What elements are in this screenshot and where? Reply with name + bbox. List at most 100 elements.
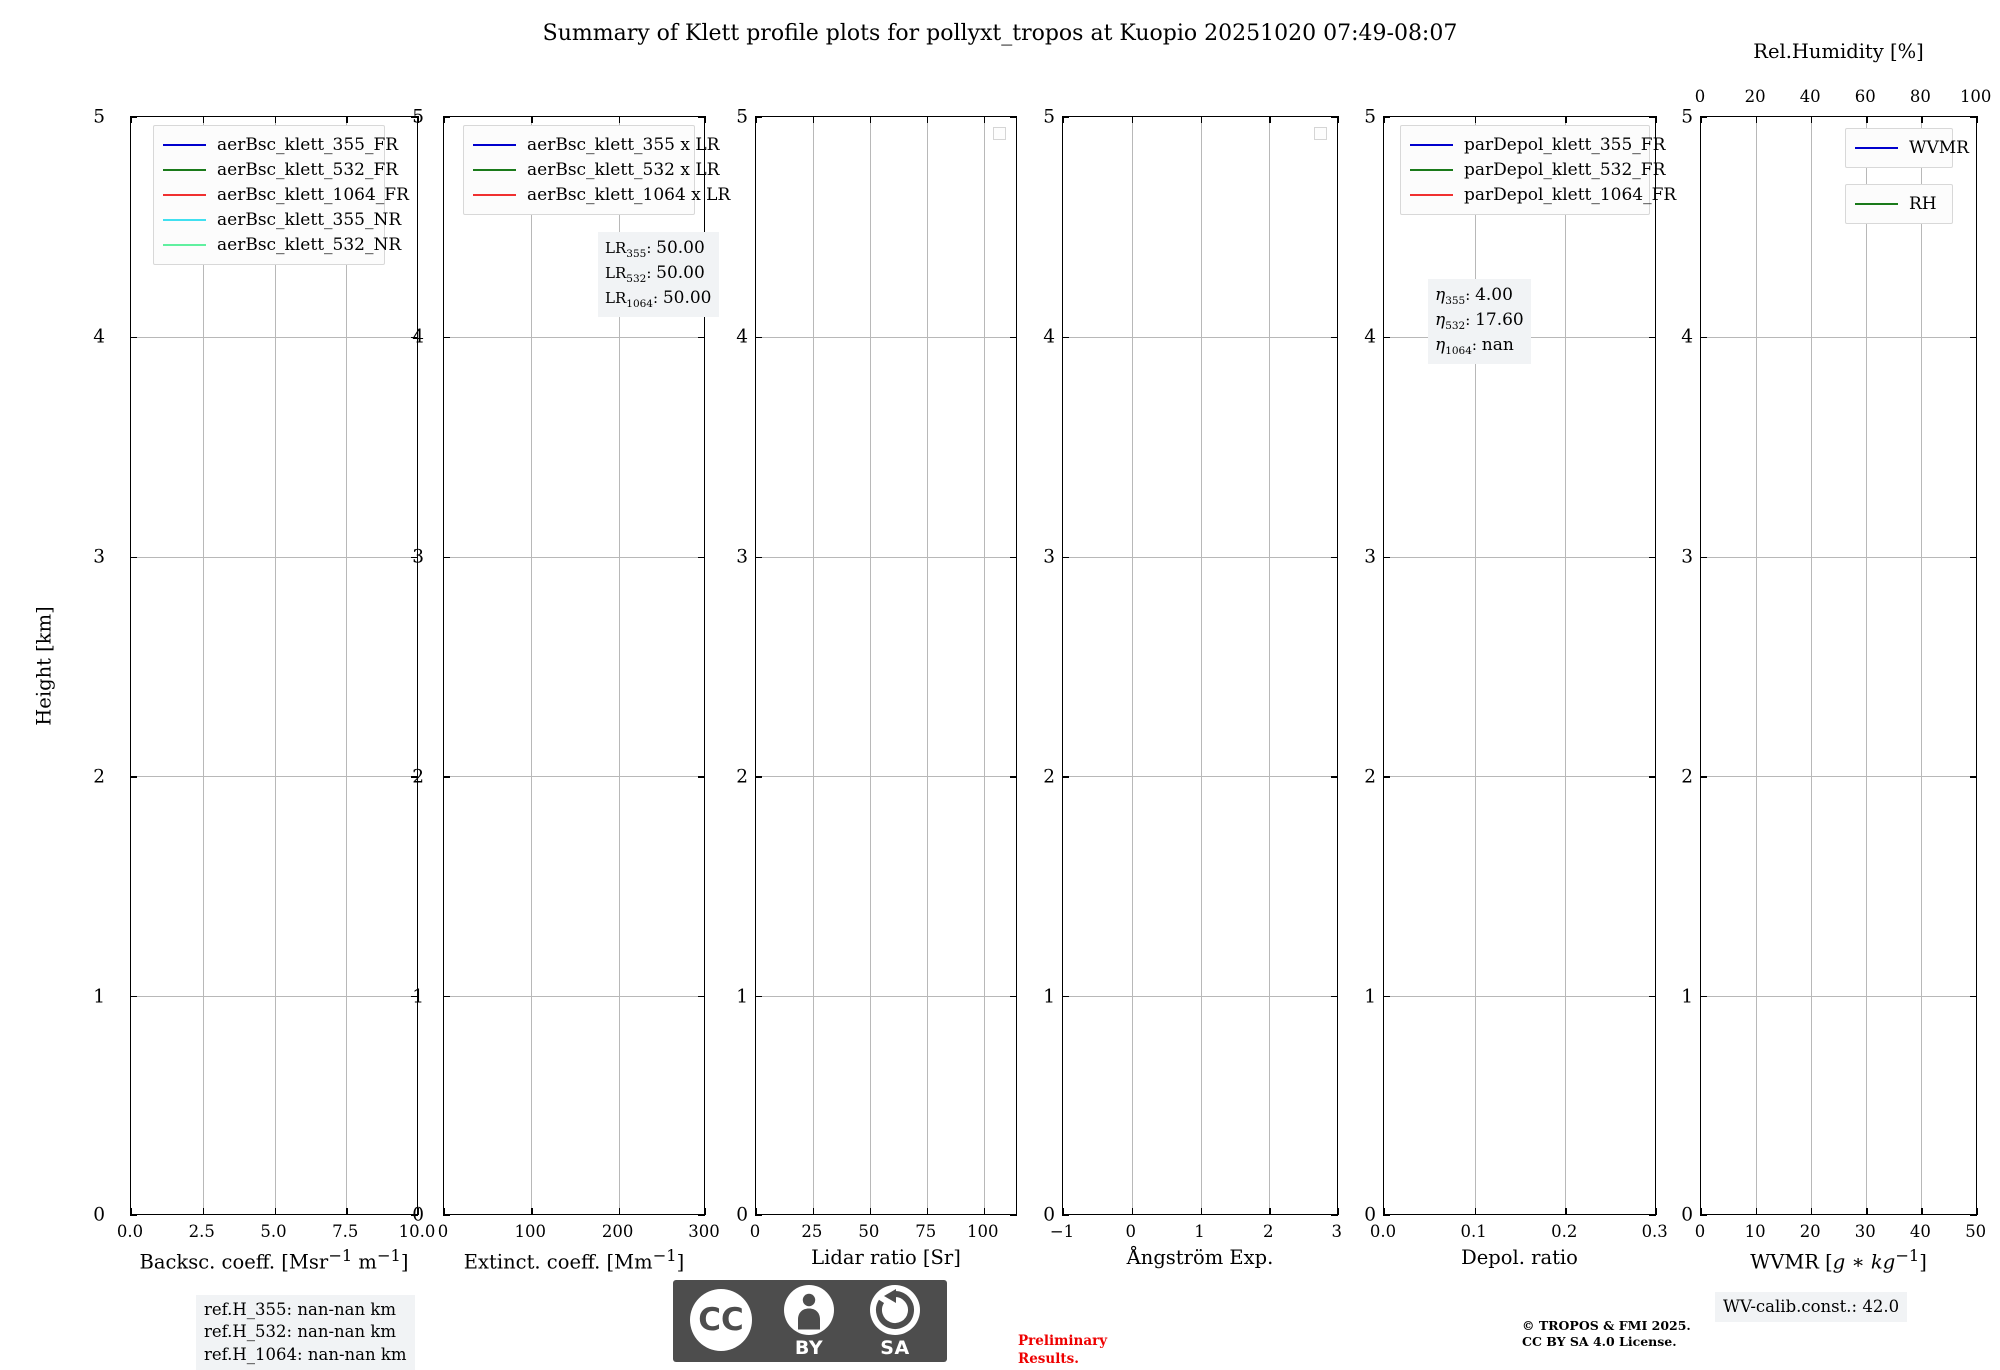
panel-backscatter-coefficient	[130, 116, 419, 1216]
legend-item[interactable]: aerBsc_klett_532_FR	[163, 157, 398, 182]
y-tick-label: 3	[93, 546, 105, 568]
legend-label: aerBsc_klett_355 x LR	[527, 134, 720, 155]
x-tick-label: 0.0	[116, 1222, 144, 1241]
x-tick-label: 100	[967, 1222, 999, 1241]
legend-item[interactable]: WVMR	[1855, 135, 1969, 160]
annotation-value: 50.00	[662, 287, 712, 308]
y-tick-label: 5	[1681, 106, 1693, 128]
legend-item[interactable]: aerBsc_klett_1064 x LR	[473, 182, 730, 207]
copyright-notice: © TROPOS & FMI 2025. CC BY SA 4.0 Licens…	[1522, 1318, 1691, 1349]
x-tick-label: 10.0	[398, 1222, 436, 1241]
legend-label: aerBsc_klett_532_NR	[217, 234, 402, 255]
line-swatch-icon	[163, 168, 206, 171]
x-tick-label: 5.0	[260, 1222, 287, 1241]
y-tick-label: 4	[736, 326, 748, 348]
top-x-tick-label: 60	[1854, 87, 1876, 106]
y-tick-label: 3	[1364, 546, 1376, 568]
cc-sa-cell: SA	[855, 1280, 935, 1362]
legend-wvmr[interactable]: WVMR	[1845, 128, 1969, 168]
annotation-subscript: 1064	[626, 297, 653, 310]
annotation-subscript: 355	[626, 248, 647, 260]
legend-empty-box[interactable]	[993, 127, 1006, 140]
y-tick-label: 0	[1043, 1204, 1055, 1226]
legend-item[interactable]: aerBsc_klett_355_FR	[163, 132, 398, 157]
legend-label: aerBsc_klett_532 x LR	[527, 159, 720, 180]
top-x-tick-label: 0	[1694, 87, 1706, 106]
x-axis-label-extinction: Extinct. coeff. [Mm−1]	[463, 1246, 685, 1274]
x-tick-label: 10	[1744, 1222, 1766, 1241]
legend-label: aerBsc_klett_532_FR	[217, 159, 399, 180]
annotation-line: LR355: 50.00	[605, 238, 705, 260]
legend-depolarization[interactable]: parDepol_klett_355_FR parDepol_klett_532…	[1400, 125, 1676, 215]
line-swatch-icon	[1410, 143, 1453, 146]
wv-calibration-constant-box: WV-calib.const.: 42.0	[1715, 1292, 1908, 1323]
line-swatch-icon	[473, 168, 516, 171]
legend-relative-humidity[interactable]: RH	[1845, 184, 1953, 224]
legend-extinction[interactable]: aerBsc_klett_355 x LR aerBsc_klett_532 x…	[463, 125, 730, 215]
x-tick-label: 75	[915, 1222, 937, 1241]
legend-label: aerBsc_klett_1064_FR	[217, 184, 409, 205]
top-x-axis-label-humidity: Rel.Humidity [%]	[1753, 40, 1924, 63]
y-tick-label: 5	[736, 106, 748, 128]
y-tick-label: 5	[1043, 106, 1055, 128]
line-swatch-icon	[1855, 202, 1898, 205]
annotation-line: η1064: nan	[1435, 334, 1514, 357]
y-tick-label: 4	[412, 326, 424, 348]
y-tick-label: 3	[736, 546, 748, 568]
plot-area-wvmr	[1701, 117, 1976, 1214]
y-tick-label: 2	[93, 766, 105, 788]
y-tick-label: 1	[1043, 986, 1055, 1007]
share-alike-icon	[870, 1285, 920, 1335]
x-tick-label: 0.2	[1551, 1222, 1578, 1241]
x-tick-label: 40	[1909, 1222, 1931, 1241]
y-tick-label: 4	[93, 326, 105, 348]
legend-item[interactable]: aerBsc_klett_532 x LR	[473, 157, 719, 182]
x-tick-label: −1	[1049, 1222, 1075, 1241]
annotation-label: LR	[605, 288, 627, 307]
x-tick-label: 2	[1263, 1222, 1274, 1241]
legend-item[interactable]: aerBsc_klett_355 x LR	[473, 132, 719, 157]
x-tick-label: 50	[858, 1222, 880, 1241]
annotation-line: LR1064: 50.00	[605, 287, 712, 310]
y-tick-label: 3	[1043, 546, 1055, 568]
line-swatch-icon	[1410, 168, 1453, 171]
y-tick-label: 1	[736, 986, 748, 1007]
y-tick-label: 5	[93, 106, 105, 128]
annotation-line: LR532: 50.00	[605, 262, 705, 285]
panel-angstrom-exponent	[1062, 116, 1339, 1216]
eta-annotation-box: η355: 4.00 η532: 17.60 η1064: nan	[1428, 279, 1531, 364]
top-x-tick-label: 20	[1744, 87, 1766, 106]
legend-item[interactable]: parDepol_klett_532_FR	[1410, 157, 1665, 182]
x-tick-label: 200	[601, 1222, 634, 1241]
annotation-subscript: 532	[1445, 319, 1466, 332]
x-tick-label: 25	[801, 1222, 823, 1241]
legend-label: WVMR	[1909, 137, 1969, 158]
y-tick-label: 0	[1364, 1204, 1376, 1226]
legend-item[interactable]: parDepol_klett_355_FR	[1410, 132, 1665, 157]
y-tick-label: 3	[1681, 546, 1693, 568]
creative-commons-badge[interactable]: CC BY SA	[673, 1280, 947, 1362]
x-tick-label: 3	[1331, 1222, 1342, 1241]
legend-item[interactable]: aerBsc_klett_1064_FR	[163, 182, 409, 207]
page-title: Summary of Klett profile plots for polly…	[542, 21, 1458, 46]
panel-lidar-ratio	[755, 116, 1017, 1216]
x-tick-label: 0.3	[1641, 1222, 1668, 1241]
top-x-tick-label: 100	[1959, 87, 1992, 106]
legend-backscatter[interactable]: aerBsc_klett_355_FR aerBsc_klett_532_FR …	[153, 125, 409, 265]
legend-item[interactable]: aerBsc_klett_532_NR	[163, 232, 401, 257]
annotation-value: 50.00	[656, 262, 705, 283]
annotation-value: 50.00	[656, 238, 705, 258]
cc-glyph-text: CC	[698, 1302, 744, 1338]
y-tick-label: 1	[1681, 986, 1693, 1007]
x-axis-label-backscatter: Backsc. coeff. [Msr−1 m−1]	[139, 1246, 409, 1274]
x-tick-label: 100	[514, 1222, 547, 1241]
legend-item[interactable]: RH	[1855, 191, 1943, 216]
x-axis-label-lidar-ratio: Lidar ratio [Sr]	[811, 1246, 961, 1269]
annotation-line: η355: 4.00	[1435, 285, 1513, 307]
cc-by-caption: BY	[794, 1337, 824, 1359]
legend-item[interactable]: parDepol_klett_1064_FR	[1410, 182, 1676, 207]
legend-empty-box[interactable]	[1314, 127, 1327, 140]
legend-item[interactable]: aerBsc_klett_355_NR	[163, 207, 401, 232]
x-tick-label: 7.5	[332, 1222, 359, 1241]
annotation-subscript: 532	[626, 272, 647, 285]
